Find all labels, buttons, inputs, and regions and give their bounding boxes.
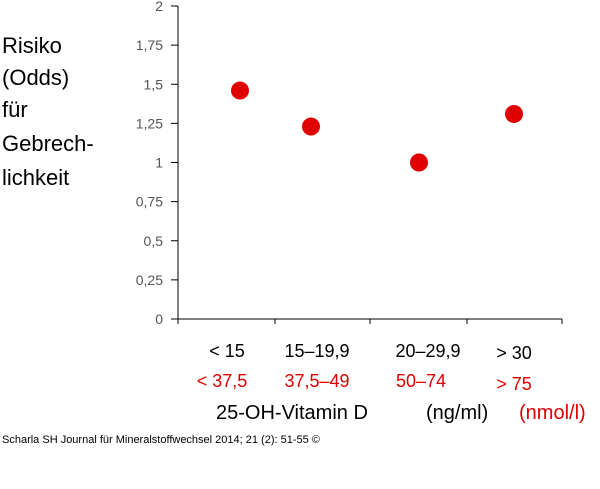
- x-category-label-nmol: 50–74: [395, 371, 447, 391]
- y-tick-label: 0,5: [144, 233, 164, 249]
- x-category-label-nmol: 37,5–49: [284, 371, 350, 391]
- y-axis-label-line: für: [2, 97, 28, 122]
- data-point: [410, 153, 428, 172]
- y-axis-label-line: lichkeit: [2, 165, 70, 190]
- y-tick-label: 0,25: [136, 272, 163, 288]
- x-axis-unit-ngml: (ng/ml): [426, 402, 489, 424]
- x-axis-label: 25-OH-Vitamin D: [216, 402, 368, 424]
- x-category-label: < 15: [209, 341, 245, 361]
- data-point: [231, 81, 249, 100]
- x-axis-unit-nmoll: (nmol/l): [519, 402, 586, 424]
- data-point: [302, 117, 320, 136]
- chart-plot: 0 0,25 0,5 0,75 1 1,25 1,5 1,75 2: [136, 0, 563, 327]
- y-tick-label: 1: [155, 155, 163, 171]
- x-category-label: 15–19,9: [284, 341, 350, 361]
- y-tick-label: 2: [155, 0, 163, 14]
- data-point: [505, 104, 523, 123]
- y-tick-label: 1,5: [144, 76, 164, 92]
- x-category-label: 20–29,9: [395, 341, 461, 361]
- x-category-label-nmol: < 37,5: [196, 371, 248, 391]
- source-citation: Scharla SH Journal für Mineralstoffwechs…: [2, 434, 320, 446]
- y-axis-label-line: Risiko: [2, 33, 62, 58]
- y-tick-label: 0,75: [136, 194, 163, 210]
- y-axis-label-line: (Odds): [2, 65, 70, 90]
- y-tick-label: 1,75: [136, 37, 163, 53]
- y-tick-label: 1,25: [136, 115, 163, 131]
- y-axis-label-line: Gebrech-: [2, 131, 94, 156]
- x-category-label-nmol: > 75: [496, 374, 532, 394]
- x-category-label: > 30: [496, 343, 532, 363]
- y-tick-label: 0: [155, 311, 163, 327]
